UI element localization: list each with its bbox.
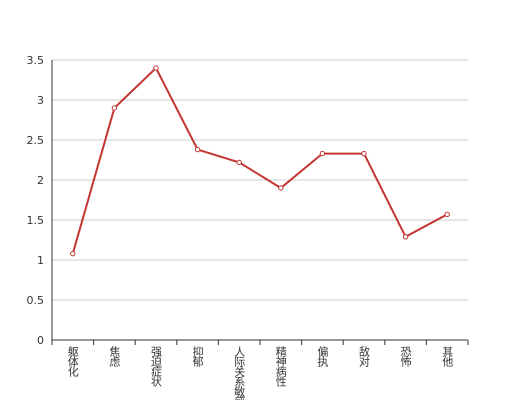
y-tick-label: 1.5 xyxy=(27,214,45,227)
point xyxy=(194,146,201,153)
x-tick-label: 人际关系敏感 xyxy=(233,346,246,400)
y-tick-label: 3.5 xyxy=(27,54,45,67)
y-tick-label: 0.5 xyxy=(27,294,45,307)
y-tick-label: 2.5 xyxy=(27,134,45,147)
x-tick-label: 抑郁 xyxy=(191,345,204,367)
x-tick-label: 精神病性 xyxy=(274,346,287,388)
point xyxy=(111,105,118,111)
point xyxy=(70,250,76,257)
point xyxy=(236,159,242,166)
y-tick-label: 1 xyxy=(37,254,44,267)
x-tick-label: 偏执 xyxy=(316,345,329,368)
point xyxy=(361,150,367,157)
x-tick-label: 其他 xyxy=(441,346,454,367)
point xyxy=(319,150,326,157)
point xyxy=(444,211,450,218)
line xyxy=(71,66,448,254)
y-tick-label: 2 xyxy=(37,174,44,187)
x-tick-label: 焦虑 xyxy=(108,346,121,367)
x-tick-label: 躯体化 xyxy=(66,346,79,378)
x-tick-label: 恐怖 xyxy=(399,346,412,367)
x-tick-label: 敌对 xyxy=(358,345,371,367)
x-tick-label: 强迫症状 xyxy=(150,346,163,387)
point xyxy=(402,234,409,240)
y-tick-label: 3 xyxy=(37,94,44,107)
y-tick-label: 0 xyxy=(37,334,44,347)
point xyxy=(278,185,284,191)
point xyxy=(153,65,159,71)
